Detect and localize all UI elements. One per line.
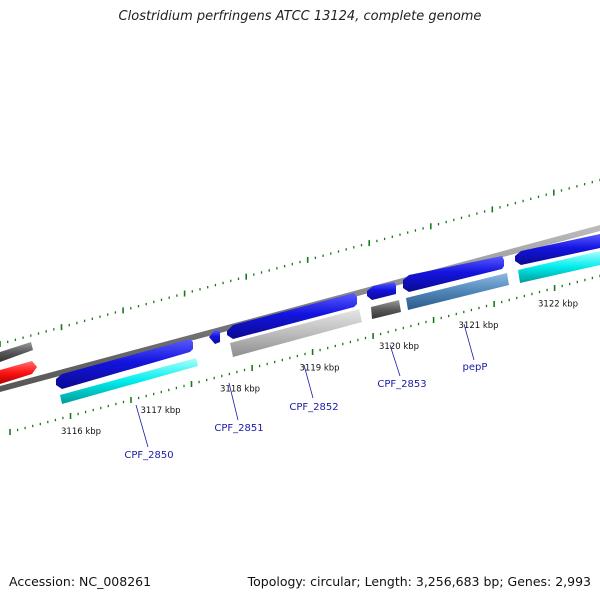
cds-feature-cpf-2853 <box>367 282 396 300</box>
leader-line-cpf-2851 <box>228 382 239 421</box>
gene-label-pepp[interactable]: pepP <box>463 362 488 373</box>
leader-line-cpf-2852 <box>303 364 314 399</box>
ruler-tick-label: 3116 kbp <box>61 427 101 437</box>
cds-feature-rev-edge <box>0 342 33 362</box>
cds-feature-pepp <box>403 256 504 292</box>
leader-line-pepp <box>463 323 475 361</box>
accession-text: Accession: NC_008261 <box>9 574 152 589</box>
gene-label-cpf-2850[interactable]: CPF_2850 <box>124 450 173 461</box>
rna-feature-edge <box>0 361 37 384</box>
ruler-tick-label: 3118 kbp <box>220 385 260 395</box>
map-title: Clostridium perfringens ATCC 13124, comp… <box>118 9 482 24</box>
cds-feature-fwd-edge <box>515 234 600 265</box>
gene-feature-fwd-edge <box>518 251 600 283</box>
leader-line-cpf-2850 <box>135 404 149 448</box>
cds-feature-fwd-1 <box>56 339 193 389</box>
gene-feature-cpf-2852 <box>230 309 362 357</box>
gene-label-cpf-2852[interactable]: CPF_2852 <box>289 402 338 413</box>
cds-feature-cpf-2851 <box>209 330 220 344</box>
gene-feature-pepp <box>406 273 509 310</box>
gene-label-cpf-2853[interactable]: CPF_2853 <box>377 379 426 390</box>
gene-feature-cpf-2853 <box>371 300 401 319</box>
gene-label-cpf-2851[interactable]: CPF_2851 <box>214 423 263 434</box>
ruler-tick-label: 3120 kbp <box>379 342 419 352</box>
ruler-tick-label: 3122 kbp <box>538 300 578 310</box>
cds-feature-cpf-2852 <box>227 293 357 339</box>
ruler-tick-label: 3119 kbp <box>300 363 340 373</box>
ruler-labels: 3116 kbp 3117 kbp 3118 kbp 3119 kbp 3120 kbp… <box>61 300 578 437</box>
ruler-tick-label: 3121 kbp <box>459 321 499 331</box>
gene-feature-cpf-2850 <box>60 358 198 404</box>
genome-stats-text: Topology: circular; Length: 3,256,683 bp… <box>247 574 591 589</box>
leader-line-cpf-2853 <box>389 344 401 377</box>
ruler-tick-guide <box>9 274 600 435</box>
upper-tick-guide <box>0 178 600 347</box>
ruler-tick-label: 3117 kbp <box>141 406 181 416</box>
